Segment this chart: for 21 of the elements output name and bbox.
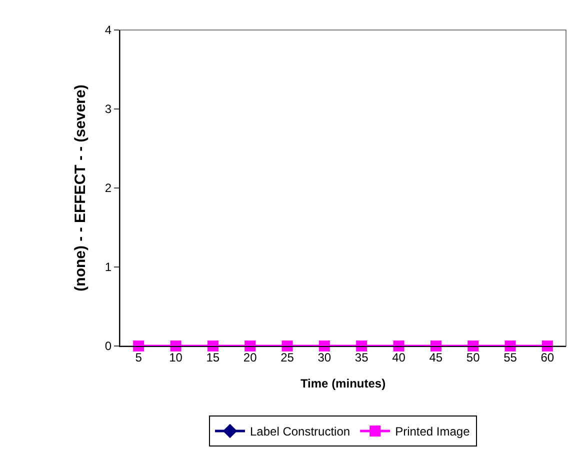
y-tick-label: 0 bbox=[104, 339, 112, 354]
legend-label: Printed Image bbox=[395, 424, 470, 439]
x-tick-label: 25 bbox=[280, 350, 294, 364]
x-tick-label: 55 bbox=[504, 350, 518, 364]
x-tick-label: 45 bbox=[429, 350, 443, 364]
x-tick-label: 40 bbox=[392, 350, 406, 364]
y-tick-label: 2 bbox=[104, 181, 112, 196]
x-tick-label: 60 bbox=[540, 350, 554, 364]
x-axis-title: Time (minutes) bbox=[300, 376, 386, 390]
x-tick-label: 50 bbox=[466, 350, 480, 364]
x-tick-label: 35 bbox=[354, 350, 369, 364]
x-tick-label: 5 bbox=[135, 350, 142, 364]
y-axis-title: (none) - - EFFECT - - (severe) bbox=[72, 84, 90, 292]
y-tick-label: 3 bbox=[104, 102, 112, 116]
x-tick-label: 30 bbox=[318, 350, 332, 364]
x-tick-label: 20 bbox=[243, 350, 258, 364]
x-tick-label: 10 bbox=[169, 350, 183, 364]
legend-label: Label Construction bbox=[250, 424, 350, 439]
x-tick-label: 15 bbox=[206, 350, 220, 364]
y-tick-label: 4 bbox=[104, 23, 112, 38]
y-tick-label: 1 bbox=[104, 260, 112, 274]
